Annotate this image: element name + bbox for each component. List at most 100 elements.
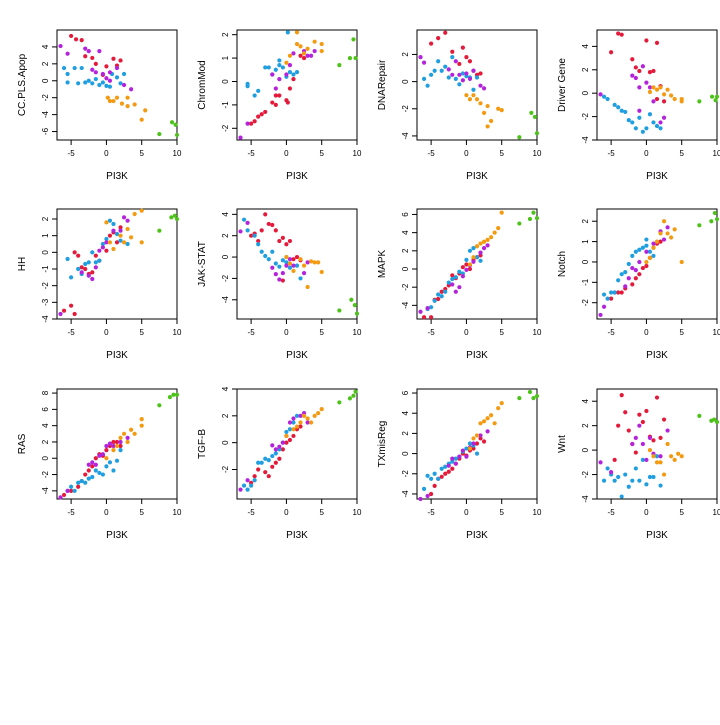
data-point-blue [83, 261, 88, 267]
data-point-blue [104, 464, 109, 469]
x-tick-label: 10 [353, 149, 362, 158]
data-point-blue [83, 80, 88, 85]
data-point-blue [453, 76, 458, 81]
data-point-red [86, 468, 91, 473]
data-point-purple [626, 276, 631, 281]
y-tick-label: -3 [41, 298, 50, 306]
data-point-purple [107, 441, 113, 446]
data-point-blue [287, 265, 293, 270]
data-point-blue [474, 75, 480, 80]
x-tick-label: 5 [139, 508, 144, 517]
data-point-red [450, 273, 455, 278]
data-point-orange [489, 235, 494, 240]
data-point-red [298, 53, 303, 58]
data-point-red [630, 282, 635, 287]
data-point-red [291, 77, 296, 82]
data-point-orange [301, 51, 307, 56]
data-point-blue [601, 292, 607, 297]
data-point-blue [654, 454, 660, 459]
data-point-blue [640, 245, 645, 250]
data-point-orange [654, 460, 660, 465]
data-point-blue [270, 453, 275, 459]
data-point-orange [665, 441, 670, 447]
data-point-red [79, 265, 84, 270]
data-point-blue [245, 81, 250, 86]
y-tick-label: -1 [221, 101, 230, 109]
data-point-red [277, 93, 282, 98]
data-point-red [111, 56, 116, 61]
data-point-blue [658, 483, 663, 488]
data-point-red [61, 492, 67, 498]
data-point-red [450, 49, 455, 54]
data-point-blue [294, 263, 300, 268]
data-point-green [167, 395, 173, 400]
y-tick-label: -2 [41, 282, 50, 290]
y-tick-label: 0 [581, 447, 590, 452]
data-point-blue [644, 243, 649, 248]
data-point-red [616, 423, 621, 428]
data-point-green [714, 94, 720, 99]
data-point-purple [637, 108, 642, 113]
y-tick-label: 4 [581, 398, 590, 403]
data-point-blue [478, 258, 483, 263]
y-tick-label: -4 [581, 136, 590, 144]
data-point-red [76, 253, 81, 258]
data-point-purple [270, 72, 275, 77]
data-point-orange [485, 124, 490, 129]
data-point-purple [277, 444, 282, 449]
data-point-green [527, 389, 533, 395]
x-tick-label: -5 [428, 328, 436, 337]
data-point-blue [425, 83, 430, 88]
data-point-orange [284, 254, 289, 260]
data-point-blue [464, 446, 469, 451]
data-point-red [439, 474, 444, 479]
data-point-blue [86, 78, 91, 83]
x-tick-label: 5 [679, 508, 684, 517]
data-point-red [609, 296, 614, 301]
data-point-purple [125, 435, 130, 440]
data-point-blue [287, 427, 293, 432]
data-point-red [481, 439, 487, 444]
data-point-purple [65, 488, 70, 493]
x-tick-label: -5 [428, 149, 436, 158]
data-point-red [83, 266, 88, 272]
data-point-red [626, 428, 631, 433]
x-tick-label: 5 [319, 508, 324, 517]
data-point-orange [661, 219, 667, 224]
data-point-red [651, 438, 656, 443]
data-point-orange [496, 225, 501, 231]
data-point-blue [626, 484, 631, 489]
data-point-blue [111, 468, 116, 473]
y-tick-label: 2 [221, 32, 230, 37]
data-point-red [273, 102, 278, 107]
x-tick-label: 0 [644, 328, 649, 337]
x-tick-label: 10 [353, 328, 362, 337]
data-point-purple [640, 441, 645, 447]
plot-frame [416, 208, 538, 320]
data-point-blue [633, 466, 638, 471]
data-point-blue [266, 457, 271, 463]
data-point-green [174, 392, 180, 397]
x-tick-label: 10 [533, 328, 542, 337]
data-point-red [637, 68, 642, 74]
data-point-purple [100, 452, 105, 457]
data-point-red [640, 265, 645, 271]
data-point-blue [446, 280, 451, 285]
data-point-blue [111, 221, 116, 227]
data-point-red [633, 276, 638, 281]
data-point-purple [478, 250, 483, 255]
data-point-purple [485, 243, 490, 248]
data-point-red [79, 38, 84, 43]
data-point-purple [633, 435, 638, 440]
data-point-purple [305, 260, 310, 265]
data-point-green [351, 37, 356, 42]
data-point-orange [125, 439, 130, 445]
data-point-blue [421, 76, 427, 81]
x-axis-label: PI3K [466, 530, 488, 541]
data-point-blue [273, 67, 278, 72]
data-point-purple [453, 289, 458, 294]
data-point-purple [457, 285, 462, 290]
x-tick-label: 0 [464, 149, 469, 158]
y-tick-label: -4 [401, 301, 410, 309]
data-point-blue [640, 129, 645, 134]
